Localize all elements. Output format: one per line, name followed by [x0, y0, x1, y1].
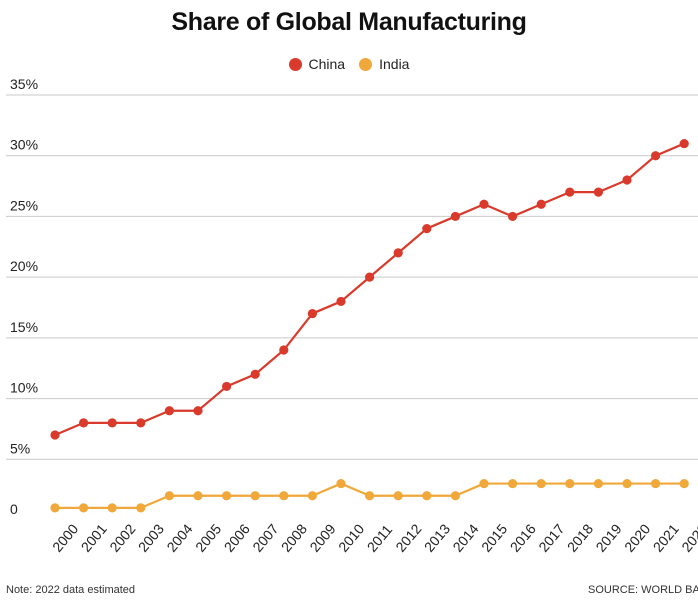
x-tick-label: 2012 — [392, 521, 424, 555]
chart-title: Share of Global Manufacturing — [171, 8, 527, 36]
x-tick-label: 2013 — [421, 521, 453, 555]
data-point-china — [593, 187, 604, 197]
x-tick-label: 2003 — [135, 521, 167, 555]
y-tick-label: 0 — [10, 501, 18, 517]
data-point-china — [507, 211, 518, 222]
y-tick-label: 10% — [10, 380, 38, 396]
data-point-india — [136, 503, 146, 513]
data-point-china — [79, 418, 89, 428]
data-point-india — [565, 478, 575, 489]
data-point-india — [250, 491, 260, 501]
x-tick-label: 2007 — [249, 521, 281, 555]
legend-item-china: China — [288, 56, 346, 72]
x-tick-label: 2008 — [278, 521, 310, 555]
x-tick-label: 2005 — [192, 521, 224, 555]
data-point-china — [365, 272, 375, 282]
data-point-india — [50, 503, 60, 513]
x-tick-label: 2004 — [163, 521, 195, 555]
legend-marker-india — [359, 57, 373, 71]
y-tick-label: 35% — [10, 76, 38, 92]
x-tick-label: 2018 — [564, 521, 596, 555]
data-point-china — [622, 175, 632, 185]
y-tick-label: 30% — [10, 137, 38, 153]
x-tick-label: 2001 — [78, 521, 110, 555]
series-line-china — [54, 142, 685, 437]
x-tick-label: 2010 — [335, 521, 367, 555]
data-point-china — [336, 296, 346, 307]
data-point-china — [50, 430, 60, 440]
data-point-india — [679, 478, 689, 489]
legend-marker-china — [288, 57, 302, 71]
data-point-china — [393, 248, 403, 258]
y-tick-label: 15% — [10, 319, 38, 335]
data-point-india — [193, 491, 203, 501]
data-point-india — [164, 491, 174, 501]
data-point-china — [164, 406, 174, 416]
y-tick-label: 25% — [10, 197, 38, 213]
x-tick-label: 2006 — [221, 521, 253, 555]
x-tick-label: 2015 — [478, 521, 510, 555]
data-point-china — [222, 381, 232, 392]
data-point-india — [79, 503, 89, 513]
x-tick-label: 2017 — [535, 521, 567, 555]
data-point-china — [193, 406, 203, 416]
data-point-india — [422, 491, 432, 501]
footnote: Note: 2022 data estimated — [6, 584, 136, 596]
data-point-india — [222, 491, 232, 501]
x-tick-label: 2002 — [106, 521, 138, 555]
data-point-china — [536, 199, 546, 209]
data-point-india — [507, 478, 518, 489]
source-credit: SOURCE: WORLD BANK — [588, 584, 698, 596]
data-point-india — [651, 478, 661, 489]
data-point-china — [107, 418, 117, 428]
legend-item-india: India — [359, 56, 409, 72]
legend: China India — [0, 56, 698, 72]
data-point-india — [279, 491, 289, 501]
x-tick-label: 2016 — [507, 521, 539, 555]
data-point-china — [565, 187, 575, 197]
x-tick-label: 2000 — [49, 521, 81, 555]
y-tick-label: 5% — [10, 440, 30, 456]
data-point-india — [307, 491, 317, 501]
data-point-india — [479, 478, 489, 489]
data-point-china — [422, 223, 432, 234]
data-point-india — [107, 503, 117, 513]
data-point-china — [307, 308, 317, 319]
data-point-china — [450, 211, 460, 222]
x-tick-label: 2011 — [364, 521, 396, 555]
data-point-china — [651, 151, 661, 161]
legend-label-india: India — [379, 56, 410, 72]
x-tick-label: 2014 — [449, 521, 481, 555]
x-tick-label: 2009 — [306, 521, 338, 555]
data-point-india — [393, 491, 403, 501]
data-point-china — [279, 345, 289, 355]
data-point-china — [250, 369, 260, 379]
x-tick-label: 2020 — [621, 521, 653, 555]
x-tick-label: 2019 — [592, 521, 624, 555]
data-point-india — [593, 478, 604, 489]
x-tick-label: 2022 — [678, 521, 698, 555]
legend-label-china: China — [308, 56, 346, 72]
data-point-china — [679, 138, 689, 149]
data-point-china — [479, 199, 489, 209]
y-tick-label: 20% — [10, 258, 38, 274]
data-point-india — [536, 478, 546, 489]
data-point-china — [136, 418, 146, 428]
x-tick-label: 2021 — [650, 521, 682, 555]
data-point-india — [450, 491, 460, 501]
data-point-india — [336, 478, 346, 489]
data-point-india — [622, 478, 632, 489]
data-point-india — [365, 491, 375, 501]
